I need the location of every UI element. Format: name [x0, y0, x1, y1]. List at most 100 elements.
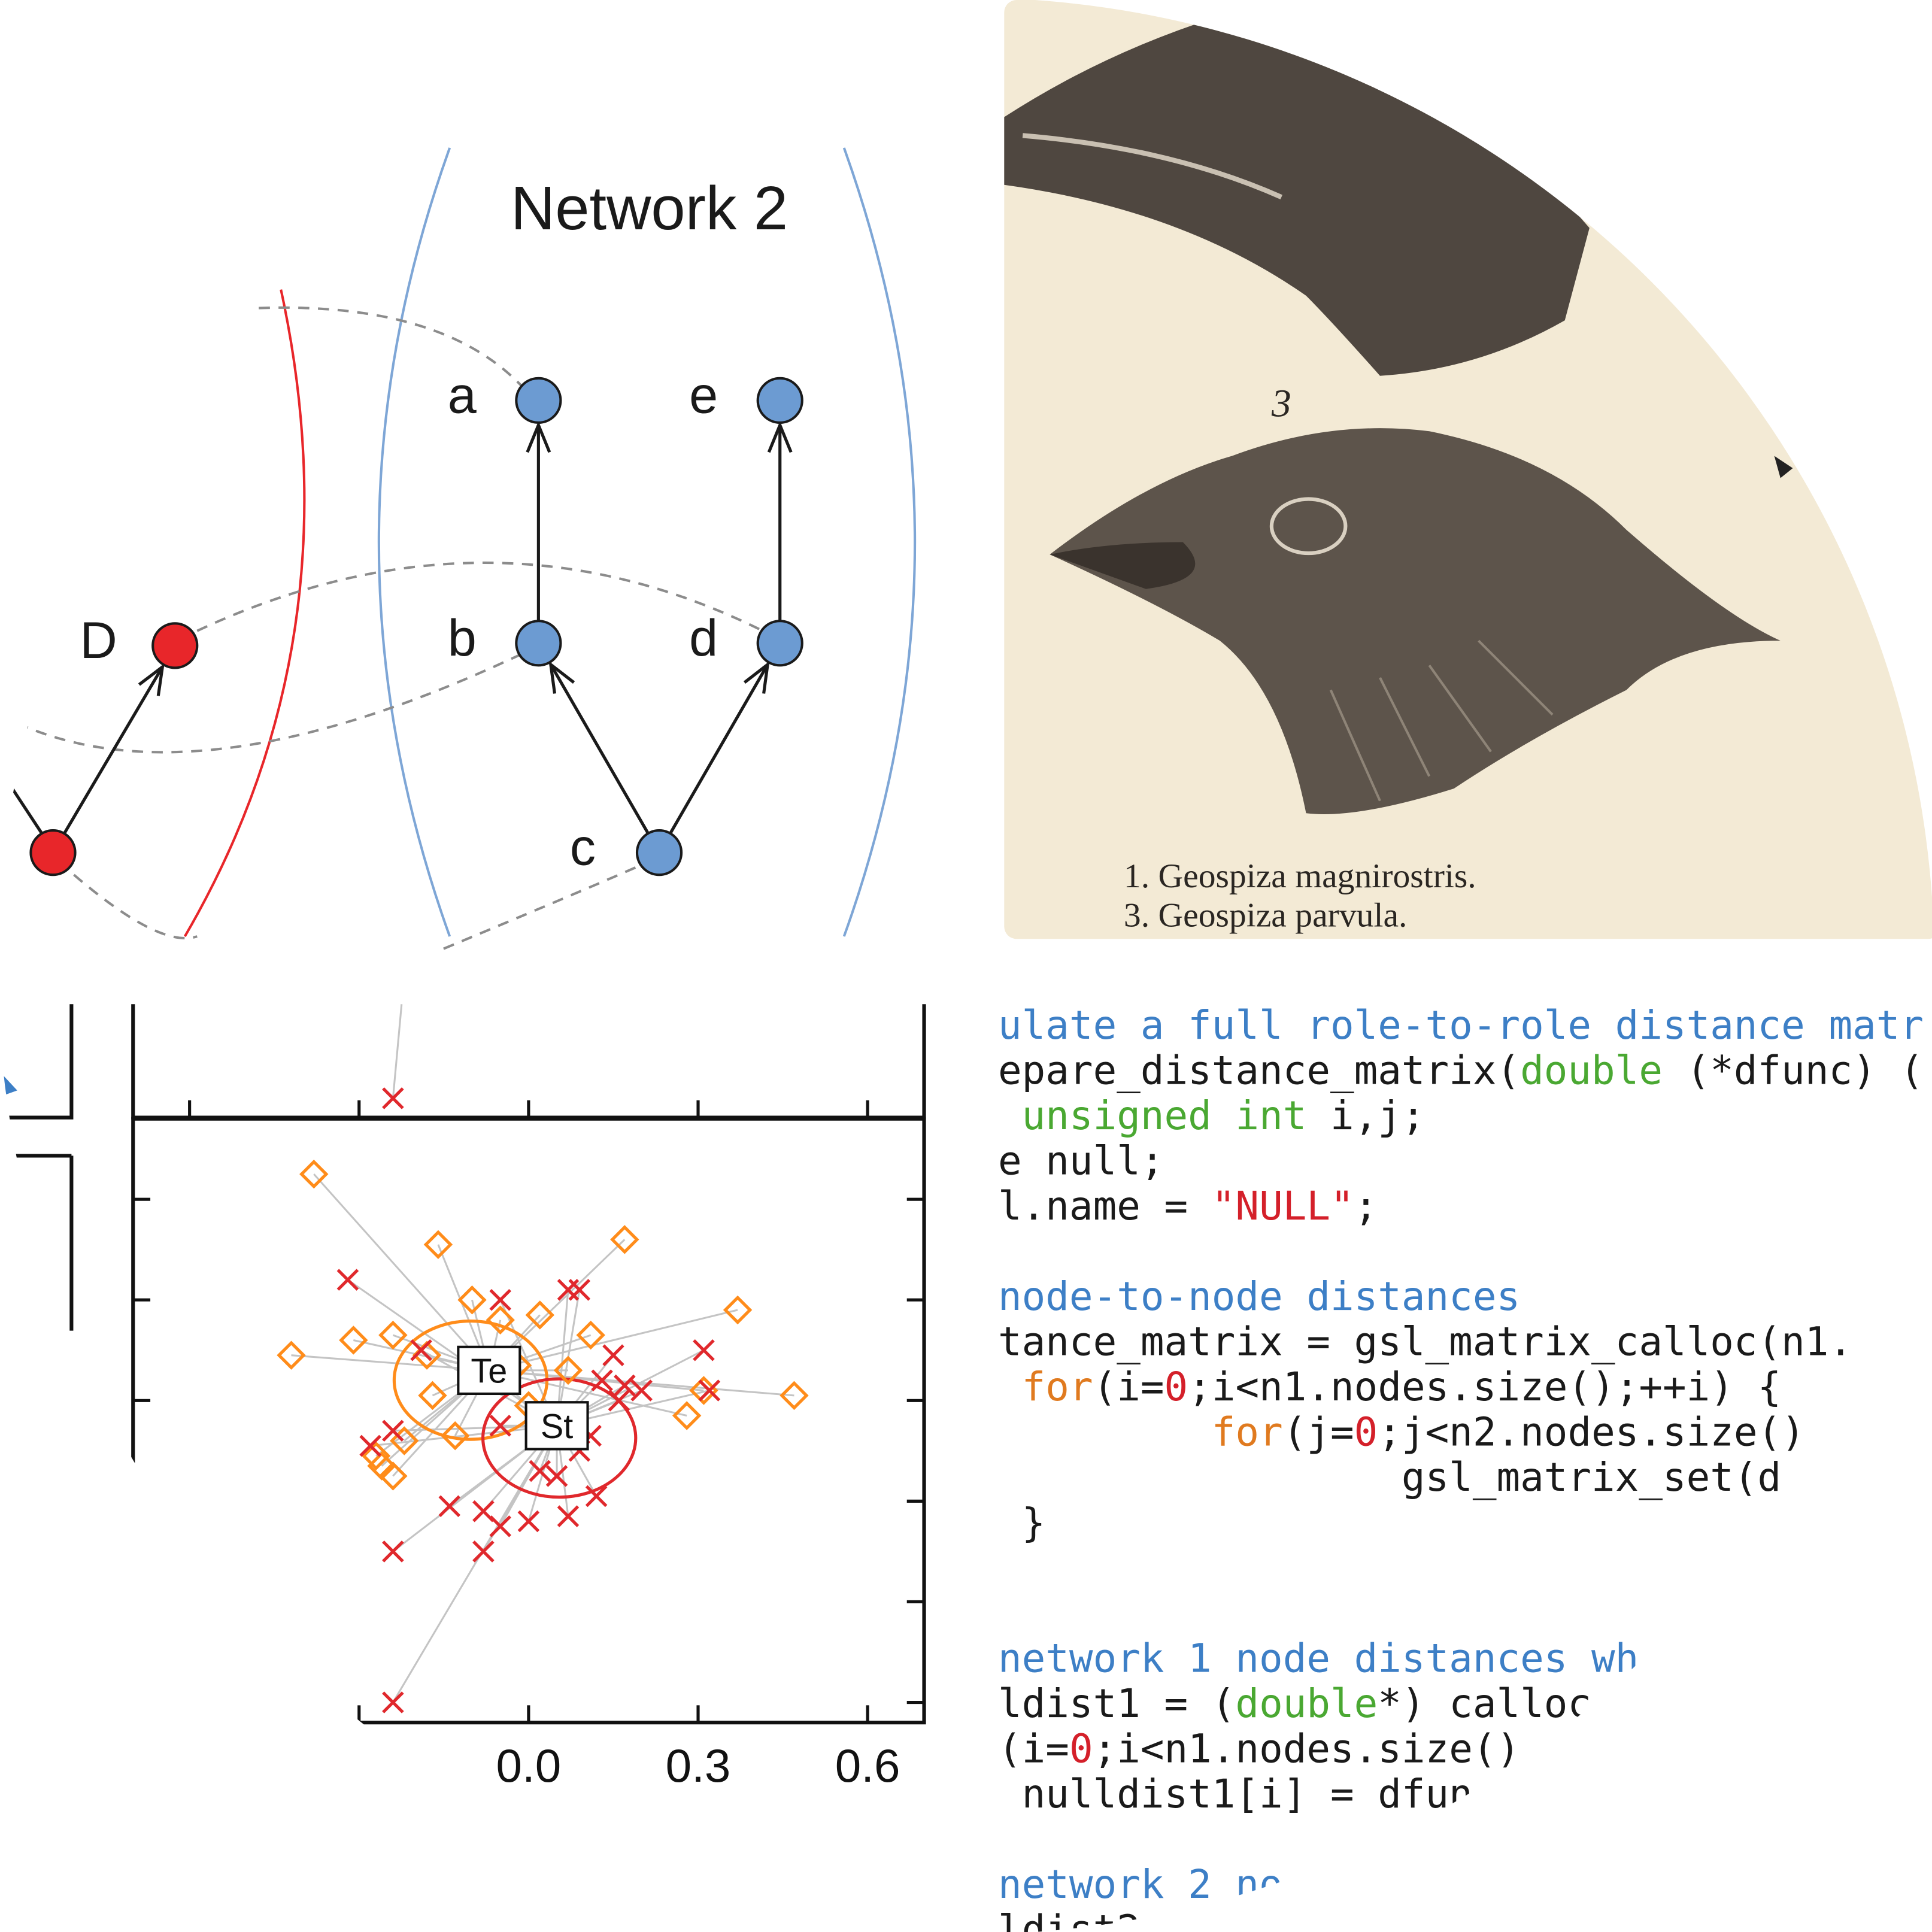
centroid-link — [489, 1369, 687, 1417]
cross-point — [614, 1374, 636, 1397]
feather-lines — [1329, 639, 1554, 802]
code-token: ldist2 — [998, 1907, 1141, 1932]
cross-point — [529, 1460, 551, 1482]
eye — [1269, 497, 1348, 556]
x-tick-label: -0.3 — [319, 1739, 399, 1792]
diamond-point — [723, 1295, 753, 1325]
code-token: ;i<n1.nodes.size();++i) { — [1188, 1364, 1781, 1410]
spread-ellipse — [481, 1377, 638, 1499]
cross-point — [359, 1434, 381, 1457]
code-line: l.name = "NULL"; — [998, 1183, 1378, 1229]
network-boundary — [377, 147, 451, 937]
network-boundary — [183, 289, 306, 938]
code-token: network 1 node distances wh — [998, 1635, 1639, 1681]
node-label: d — [689, 609, 718, 667]
arrowhead — [743, 661, 770, 694]
centroid-label: St — [541, 1408, 573, 1446]
code-panel: ulate a full role-to-role distance matre… — [998, 1002, 1924, 1932]
diamond-point — [440, 1421, 470, 1451]
x-tick-label: -0.6 — [149, 1739, 230, 1792]
node-label: b — [448, 609, 477, 667]
network-panel: Network 2 a e b d c D — [0, 147, 917, 950]
centroid-link — [392, 1004, 403, 1099]
centroid-link — [313, 1173, 490, 1371]
code-token: ldist1 = ( — [998, 1681, 1235, 1727]
node — [635, 829, 683, 876]
cross-point — [608, 1390, 630, 1412]
caption-line: 3. Geospiza parvula. — [1124, 897, 1408, 935]
node — [515, 377, 562, 424]
node — [151, 622, 199, 669]
centroid-box — [457, 1345, 521, 1396]
caption-line: 1. Geospiza magnirostris. — [1124, 857, 1476, 895]
arrowhead — [548, 661, 575, 694]
arrowhead — [767, 421, 793, 453]
cross-point — [545, 1465, 568, 1487]
code-line: ulate a full role-to-role distance matr — [998, 1002, 1924, 1048]
diamond-point — [553, 1355, 583, 1385]
code-token: *) calloc — [1378, 1681, 1591, 1727]
plate-number: 3 — [1271, 382, 1291, 426]
cross-point — [585, 1485, 608, 1508]
cross-point — [382, 1087, 404, 1109]
diamond-point — [277, 1340, 306, 1370]
specimen-mark — [1774, 456, 1793, 478]
code-token — [998, 1093, 1022, 1139]
code-line: for(i=0;i<n1.nodes.size();++i) { — [998, 1364, 1781, 1410]
code-token: unsigned int — [1022, 1093, 1307, 1139]
network-boundary — [842, 147, 917, 937]
diamond-point — [299, 1159, 329, 1189]
diamond-point — [486, 1305, 515, 1335]
diamond-point — [576, 1320, 605, 1350]
code-token: (i= — [998, 1725, 1069, 1772]
code-token: gsl_matrix_set(d — [998, 1454, 1781, 1500]
x-tick-label: 0.6 — [835, 1739, 900, 1792]
arrowhead — [138, 663, 165, 696]
code-token: "NULL" — [1212, 1183, 1354, 1229]
code-line: ldist2 — [998, 1907, 1141, 1932]
node — [756, 620, 803, 667]
node-label: D — [80, 612, 117, 669]
code-token: tance_matrix = gsl_matrix_calloc(n1. — [998, 1319, 1852, 1365]
diamond-point — [525, 1300, 554, 1330]
node-label: c — [570, 819, 596, 876]
cross-point — [472, 1500, 495, 1522]
cross-point — [472, 1540, 495, 1563]
code-token: } — [998, 1500, 1045, 1546]
cross-point — [557, 1505, 580, 1527]
cross-point — [517, 1510, 540, 1533]
node-label: e — [689, 366, 718, 424]
code-token: (*dfunc) ( — [1663, 1047, 1924, 1093]
code-token: node-to-node distances — [998, 1273, 1520, 1320]
arrowhead — [526, 421, 551, 453]
edge — [11, 787, 45, 836]
diamond-point — [390, 1426, 419, 1455]
beak-highlight — [1022, 133, 1283, 200]
diamond-point — [610, 1225, 639, 1254]
edge — [549, 663, 650, 835]
diamond-point — [457, 1285, 487, 1315]
code-token: ulate a full role-to-role distance matr — [998, 1002, 1924, 1048]
diamond-point — [672, 1401, 702, 1430]
code-line: tance_matrix = gsl_matrix_calloc(n1. — [998, 1319, 1852, 1365]
lower-bird — [1050, 428, 1781, 815]
code-token: ;i<n1.nodes.size() — [1093, 1725, 1521, 1772]
scatter-panel: -0.6 -0.3 0.0 0.3 0.6 Te St — [0, 1004, 926, 1792]
code-token: network 2 no — [998, 1861, 1283, 1907]
code-line: for(j=0;j<n2.nodes.size() — [998, 1409, 1805, 1455]
plate-panel: 3 1. Geospiza magnirostris. 3. Geospiza … — [1004, 0, 1932, 939]
code-token: for — [1022, 1364, 1093, 1410]
diamond-point — [378, 1320, 408, 1350]
code-token — [998, 1409, 1212, 1455]
code-line: network 2 no — [998, 1861, 1283, 1907]
centroid-link — [392, 1425, 558, 1703]
code-line: nulldist1[i] = dfun — [998, 1771, 1473, 1817]
centroid-label: Te — [471, 1352, 507, 1390]
side-panel-frame — [0, 1004, 74, 1331]
diamond-point — [418, 1381, 447, 1411]
code-token: ;j<n2.nodes.size() — [1378, 1409, 1805, 1455]
code-line: unsigned int i,j; — [998, 1093, 1426, 1139]
code-token: l.name = — [998, 1183, 1212, 1229]
cross-point — [489, 1288, 511, 1311]
